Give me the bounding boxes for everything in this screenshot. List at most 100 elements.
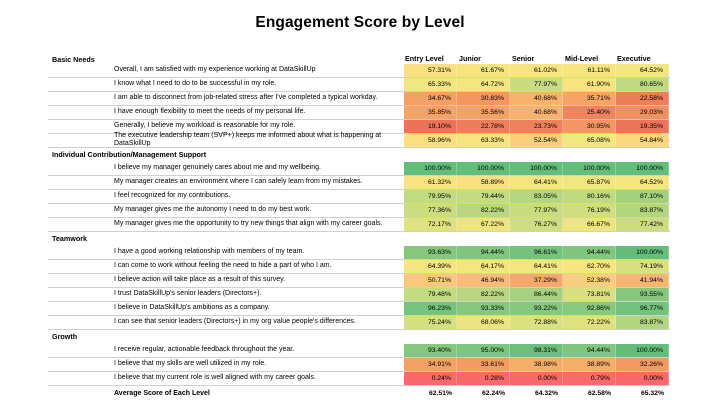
- row-divider: [48, 174, 670, 176]
- score-cell: 93.33%: [457, 301, 510, 315]
- score-cell: 52.38%: [563, 273, 616, 287]
- score-cell: 65.33%: [404, 77, 457, 91]
- score-cell: 61.11%: [563, 63, 616, 77]
- question-text: I feel recognized for my contributions.: [114, 192, 231, 199]
- question-text: My manager gives me the autonomy I need …: [114, 206, 312, 213]
- score-cell: 35.56%: [457, 105, 510, 119]
- score-cell: 80.16%: [563, 189, 616, 203]
- question-text: I know what I need to do to be successfu…: [114, 80, 277, 87]
- column-header-senior: Senior: [512, 54, 535, 63]
- score-cell: 86.44%: [510, 287, 563, 301]
- score-cell: 0.24%: [404, 371, 457, 385]
- score-cell: 61.32%: [404, 175, 457, 189]
- row-divider: [48, 230, 670, 232]
- average-cell: 62.24%: [481, 390, 505, 397]
- score-cell: 82.22%: [457, 203, 510, 217]
- score-cell: 64.72%: [457, 77, 510, 91]
- score-cell: 67.22%: [457, 217, 510, 231]
- row-divider: [48, 286, 670, 288]
- score-cell: 100.00%: [563, 161, 616, 175]
- question-text: I am able to disconnect from job-related…: [114, 94, 378, 101]
- score-cell: 100.00%: [510, 161, 563, 175]
- score-cell: 57.31%: [404, 63, 457, 77]
- score-cell: 76.27%: [510, 217, 563, 231]
- section-heading: Growth: [52, 332, 78, 341]
- score-cell: 38.98%: [510, 357, 563, 371]
- score-cell: 66.67%: [563, 217, 616, 231]
- score-cell: 64.17%: [457, 259, 510, 273]
- row-divider: [48, 300, 670, 302]
- score-cell: 79.44%: [457, 189, 510, 203]
- question-text: I have enough flexibility to meet the ne…: [114, 108, 306, 115]
- score-cell: 76.19%: [563, 203, 616, 217]
- row-divider: [48, 370, 670, 372]
- score-cell: 72.22%: [563, 315, 616, 329]
- score-cell: 52.54%: [510, 133, 563, 147]
- score-cell: 98.31%: [510, 343, 563, 357]
- question-text: I receive regular, actionable feedback t…: [114, 346, 295, 353]
- score-cell: 22.58%: [616, 91, 669, 105]
- average-cell: 65.32%: [640, 390, 664, 397]
- score-cell: 77.97%: [510, 77, 563, 91]
- row-divider: [48, 132, 670, 134]
- score-cell: 0.00%: [616, 371, 669, 385]
- score-cell: 58.96%: [404, 133, 457, 147]
- score-cell: 46.94%: [457, 273, 510, 287]
- score-cell: 62.70%: [563, 259, 616, 273]
- score-cell: 72.17%: [404, 217, 457, 231]
- score-cell: 100.00%: [616, 161, 669, 175]
- score-cell: 82.22%: [457, 287, 510, 301]
- score-cell: 0.00%: [510, 371, 563, 385]
- score-cell: 64.39%: [404, 259, 457, 273]
- question-text: I believe action will take place as a re…: [114, 276, 286, 283]
- score-cell: 0.79%: [563, 371, 616, 385]
- score-cell: 93.55%: [616, 287, 669, 301]
- row-divider: [48, 202, 670, 204]
- score-cell: 72.88%: [510, 315, 563, 329]
- question-text: I can come to work without feeling the n…: [114, 262, 332, 269]
- score-cell: 77.36%: [404, 203, 457, 217]
- score-cell: 77.97%: [510, 203, 563, 217]
- row-divider: [48, 76, 670, 78]
- row-divider: [48, 384, 670, 386]
- score-cell: 65.08%: [563, 133, 616, 147]
- score-cell: 94.44%: [457, 245, 510, 259]
- page-title: Engagement Score by Level: [255, 14, 465, 31]
- score-cell: 94.44%: [563, 245, 616, 259]
- score-cell: 75.24%: [404, 315, 457, 329]
- question-text: I can see that senior leaders (Directors…: [114, 318, 356, 325]
- row-divider: [48, 104, 670, 106]
- score-cell: 83.87%: [616, 203, 669, 217]
- question-text: Generally, I believe my workload is reas…: [114, 122, 296, 129]
- score-cell: 61.67%: [457, 63, 510, 77]
- score-cell: 64.41%: [510, 175, 563, 189]
- score-cell: 87.10%: [616, 189, 669, 203]
- score-cell: 96.61%: [510, 245, 563, 259]
- question-text: My manager gives me the opportunity to t…: [114, 220, 383, 227]
- score-cell: 73.81%: [563, 287, 616, 301]
- question-text: I believe that my skills are well utiliz…: [114, 360, 267, 367]
- score-cell: 100.00%: [404, 161, 457, 175]
- question-text: I have a good working relationship with …: [114, 248, 305, 255]
- score-cell: 79.95%: [404, 189, 457, 203]
- score-cell: 54.84%: [616, 133, 669, 147]
- score-cell: 38.89%: [563, 357, 616, 371]
- score-cell: 61.02%: [510, 63, 563, 77]
- score-cell: 80.65%: [616, 77, 669, 91]
- column-header-entry-level: Entry Level: [405, 54, 444, 63]
- column-header-mid-level: Mid-Level: [565, 54, 599, 63]
- score-cell: 64.41%: [510, 259, 563, 273]
- row-divider: [48, 328, 670, 330]
- score-cell: 58.89%: [457, 175, 510, 189]
- row-divider: [48, 216, 670, 218]
- score-cell: 22.78%: [457, 119, 510, 133]
- score-cell: 96.77%: [616, 301, 669, 315]
- section-heading: Basic Needs: [52, 55, 95, 64]
- average-cell: 64.32%: [534, 390, 558, 397]
- score-cell: 100.00%: [457, 161, 510, 175]
- question-text: I believe in DataSkillUp's ambitions as …: [114, 304, 270, 311]
- score-cell: 93.22%: [510, 301, 563, 315]
- score-cell: 94.44%: [563, 343, 616, 357]
- question-text: Overall, I am satisfied with my experien…: [114, 66, 316, 73]
- question-text: I trust DataSkillUp's senior leaders (Di…: [114, 290, 262, 297]
